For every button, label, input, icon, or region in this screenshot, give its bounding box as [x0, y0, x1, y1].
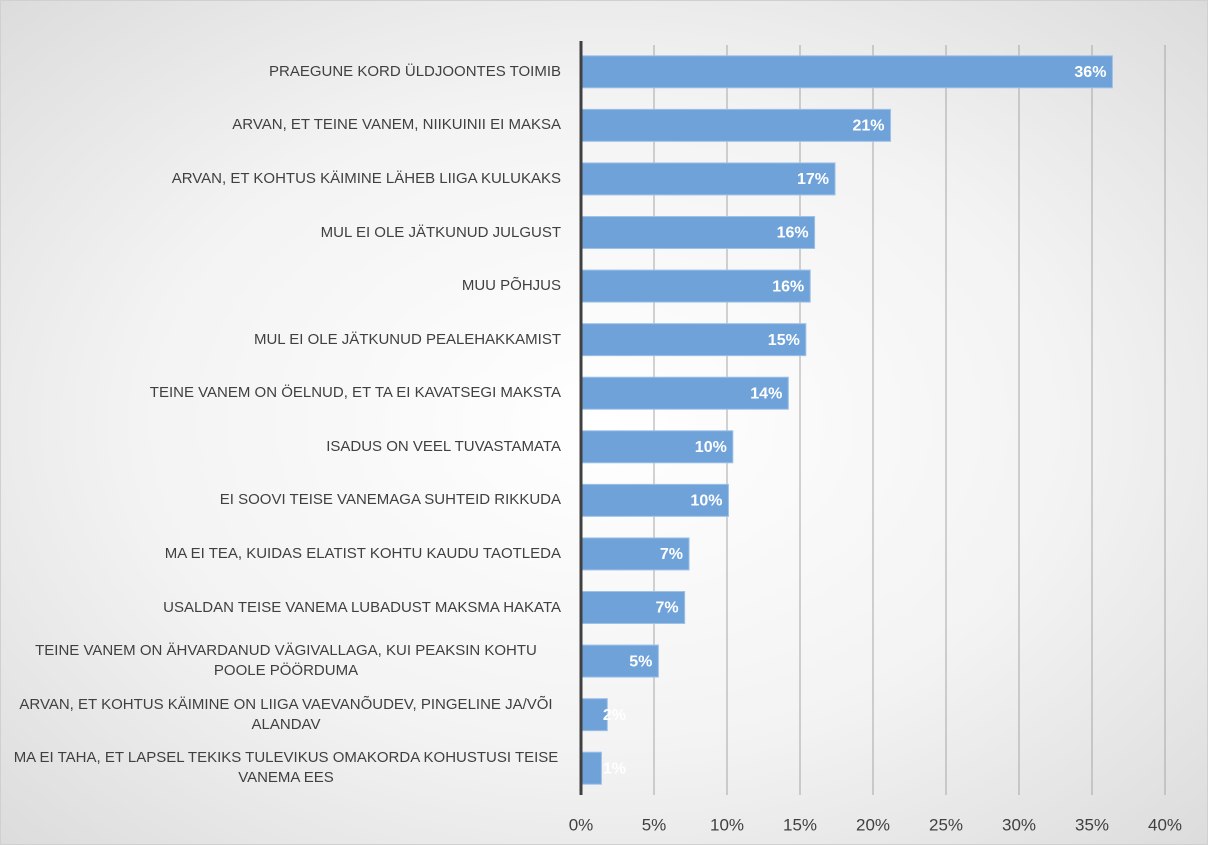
y-tick-label-box: MUL EI OLE JÄTKUNUD JULGUST: [11, 223, 561, 243]
data-label: 16%: [777, 225, 809, 242]
y-tick-label-box: MA EI TAHA, ET LAPSEL TEKIKS TULEVIKUS O…: [11, 748, 561, 788]
y-tick-label-box: ARVAN, ET TEINE VANEM, NIIKUINII EI MAKS…: [11, 115, 561, 135]
y-tick-label: TEINE VANEM ON ÄHVARDANUD VÄGIVALLAGA, K…: [35, 642, 537, 680]
data-label: 17%: [797, 171, 829, 188]
y-tick-label-box: MUU PÕHJUS: [11, 276, 561, 296]
x-tick-label: 30%: [1002, 815, 1036, 834]
data-label: 2%: [603, 707, 626, 724]
data-label: 15%: [768, 332, 800, 349]
bar: [580, 376, 789, 410]
x-tick-label: 5%: [642, 815, 667, 834]
bar: [580, 216, 816, 249]
y-tick-label: PRAEGUNE KORD ÜLDJOONTES TOIMIB: [269, 62, 561, 80]
y-tick-label: ARVAN, ET TEINE VANEM, NIIKUINII EI MAKS…: [232, 116, 561, 134]
y-tick-label: MUL EI OLE JÄTKUNUD JULGUST: [320, 223, 561, 241]
data-label: 10%: [690, 493, 722, 510]
y-tick-label-box: TEINE VANEM ON ÄHVARDANUD VÄGIVALLAGA, K…: [11, 641, 561, 681]
y-tick-label-box: EI SOOVI TEISE VANEMAGA SUHTEID RIKKUDA: [11, 490, 561, 510]
y-tick-label-box: ISADUS ON VEEL TUVASTAMATA: [11, 437, 561, 457]
y-tick-label-box: ARVAN, ET KOHTUS KÄIMINE ON LIIGA VAEVAN…: [11, 695, 561, 735]
data-label: 7%: [656, 600, 679, 617]
y-tick-label: ISADUS ON VEEL TUVASTAMATA: [326, 437, 561, 455]
bar: [580, 537, 690, 571]
bar: [580, 269, 811, 303]
data-label: 10%: [695, 439, 727, 456]
data-label: 1%: [603, 760, 626, 777]
data-label: 36%: [1074, 64, 1106, 81]
data-label: 21%: [852, 118, 884, 135]
x-tick-label: 20%: [856, 815, 890, 834]
x-tick-label: 10%: [710, 815, 744, 834]
bar: [580, 483, 729, 517]
y-tick-label: ARVAN, ET KOHTUS KÄIMINE LÄHEB LIIGA KUL…: [171, 169, 561, 187]
x-tick-label: 15%: [783, 815, 817, 834]
bar: [580, 55, 1113, 89]
y-tick-label: MUL EI OLE JÄTKUNUD PEALEHAKKAMIST: [253, 330, 561, 348]
bar: [580, 162, 836, 196]
data-label: 7%: [660, 546, 683, 563]
bar: [580, 591, 686, 624]
y-tick-label-box: PRAEGUNE KORD ÜLDJOONTES TOIMIB: [11, 62, 561, 82]
data-label: 16%: [772, 278, 804, 295]
y-tick-label-box: USALDAN TEISE VANEMA LUBADUST MAKSMA HAK…: [11, 598, 561, 618]
y-tick-label: MUU PÕHJUS: [461, 277, 561, 295]
data-label: 5%: [629, 653, 652, 670]
x-tick-label: 25%: [929, 815, 963, 834]
y-tick-label: USALDAN TEISE VANEMA LUBADUST MAKSMA HAK…: [163, 598, 561, 616]
y-tick-label-box: MUL EI OLE JÄTKUNUD PEALEHAKKAMIST: [11, 330, 561, 350]
x-tick-label: 35%: [1075, 815, 1109, 834]
y-tick-label: MA EI TEA, KUIDAS ELATIST KOHTU KAUDU TA…: [164, 544, 561, 562]
y-tick-label: ARVAN, ET KOHTUS KÄIMINE ON LIIGA VAEVAN…: [19, 695, 553, 733]
x-tick-label: 40%: [1148, 815, 1182, 834]
bar: [580, 644, 659, 678]
bar: [580, 108, 892, 142]
y-tick-label: TEINE VANEM ON ÖELNUD, ET TA EI KAVATSEG…: [149, 384, 561, 402]
y-tick-label: MA EI TAHA, ET LAPSEL TEKIKS TULEVIKUS O…: [13, 749, 559, 787]
bar: [580, 751, 602, 785]
y-tick-label-box: ARVAN, ET KOHTUS KÄIMINE LÄHEB LIIGA KUL…: [11, 169, 561, 189]
data-label: 14%: [750, 385, 782, 402]
y-tick-label-box: TEINE VANEM ON ÖELNUD, ET TA EI KAVATSEG…: [11, 383, 561, 403]
x-tick-label: 0%: [569, 815, 594, 834]
y-tick-label: EI SOOVI TEISE VANEMAGA SUHTEID RIKKUDA: [219, 491, 561, 509]
y-tick-label-box: MA EI TEA, KUIDAS ELATIST KOHTU KAUDU TA…: [11, 544, 561, 564]
